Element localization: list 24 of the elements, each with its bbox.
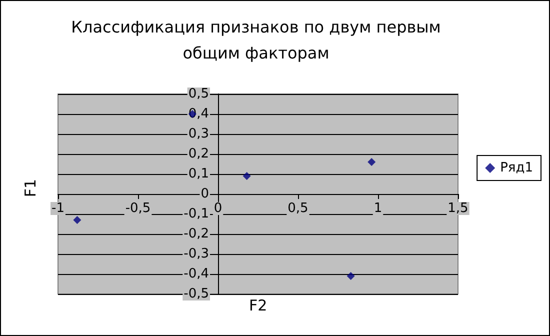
x-tick-label: 0: [214, 201, 222, 216]
y-tick-label: -0,2: [184, 226, 209, 242]
y-tick-label: -0,4: [184, 266, 209, 282]
x-tick-label: 0,5: [288, 201, 308, 216]
y-axis-title: F1: [22, 179, 40, 198]
y-tick-label: -0,1: [184, 206, 209, 222]
point: [242, 172, 251, 180]
point: [73, 216, 82, 224]
x-tick-label: 1: [374, 201, 382, 216]
x-tick-label: 1,5: [448, 201, 468, 216]
point: [346, 272, 355, 280]
y-tick-label: -0,5: [184, 286, 209, 302]
x-axis-title: F2: [249, 296, 268, 314]
y-tick-label: 0,3: [188, 126, 209, 142]
y-tick-label: 0,2: [188, 146, 209, 162]
x-tick-label: -0,5: [125, 201, 151, 216]
point: [368, 158, 376, 166]
legend-label: Ряд1: [500, 160, 534, 176]
x-tick-label: -1: [52, 201, 64, 216]
y-tick-label: -0,3: [184, 246, 209, 262]
y-tick-label: 0,5: [188, 86, 209, 102]
y-tick-label: 0,1: [188, 166, 209, 182]
chart-title: Классификация признаков по двум первым общим факторам: [71, 18, 441, 62]
y-tick-label: 0: [200, 186, 209, 202]
